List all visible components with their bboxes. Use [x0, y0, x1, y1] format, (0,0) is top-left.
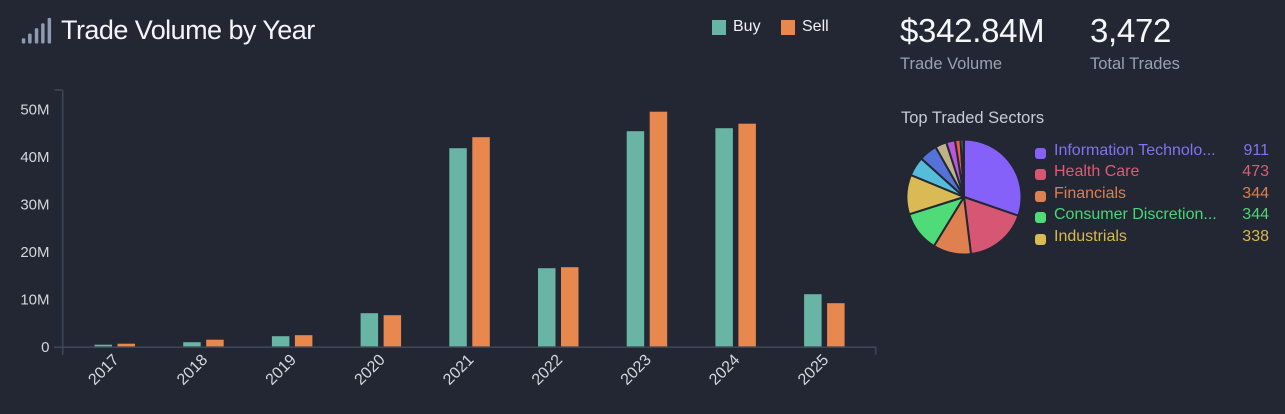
svg-text:50M: 50M	[20, 102, 49, 119]
svg-text:2025: 2025	[795, 351, 832, 388]
svg-text:2019: 2019	[263, 351, 300, 388]
svg-text:2022: 2022	[529, 351, 566, 388]
svg-text:2018: 2018	[174, 351, 211, 388]
svg-text:20M: 20M	[20, 244, 49, 261]
svg-text:10M: 10M	[20, 292, 49, 309]
svg-text:2021: 2021	[440, 351, 477, 388]
svg-text:40M: 40M	[20, 149, 49, 166]
svg-text:2024: 2024	[706, 351, 743, 388]
svg-text:2017: 2017	[85, 351, 122, 388]
svg-text:30M: 30M	[20, 197, 49, 214]
svg-text:2020: 2020	[352, 351, 389, 388]
svg-text:0: 0	[41, 339, 49, 356]
svg-text:2023: 2023	[618, 351, 655, 388]
